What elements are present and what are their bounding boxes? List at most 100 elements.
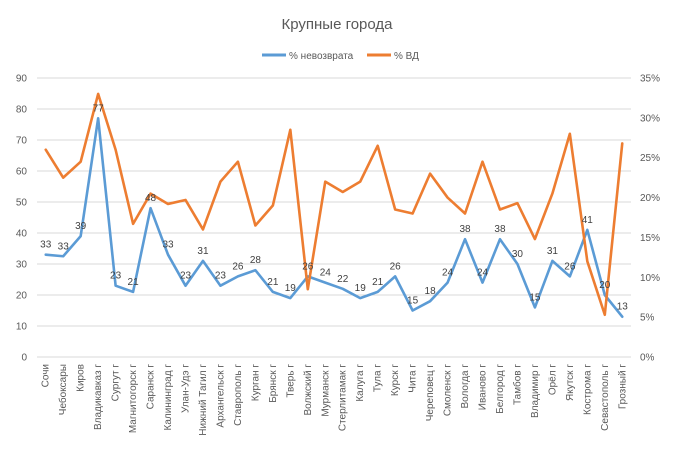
data-label: 23 — [110, 271, 122, 282]
y-left-tick-label: 0 — [21, 353, 27, 364]
data-label: 33 — [162, 240, 174, 251]
data-label: 18 — [425, 286, 437, 297]
x-tick-label: Владимир г — [530, 364, 541, 418]
legend-label-series-1: % невозврата — [289, 51, 354, 62]
x-axis: Сочи Чебоксары Киров Владикавказ г Сургут г М… — [41, 364, 629, 436]
x-tick-label: Сочи — [41, 364, 52, 387]
x-tick-label: Тула г — [373, 364, 384, 393]
chart-title: Крупные города — [281, 16, 393, 33]
x-tick-label: Саранск г — [146, 364, 157, 410]
x-tick-label: Калининград г — [163, 364, 174, 431]
data-label: 33 — [58, 241, 70, 252]
x-tick-label: Смоленск г — [443, 364, 454, 417]
y-right-tick-label: 15% — [640, 233, 660, 244]
data-label: 19 — [285, 283, 297, 294]
y-left-tick-label: 90 — [16, 74, 28, 85]
x-tick-label: Волжский г — [303, 364, 314, 416]
x-tick-label: Тверь г — [285, 364, 296, 398]
y-left-tick-label: 30 — [16, 260, 28, 271]
x-tick-label: Череповец г — [425, 364, 436, 422]
y-axis-left: 0 10 20 30 40 50 60 70 80 90 — [16, 74, 28, 364]
y-left-tick-label: 60 — [16, 167, 28, 178]
data-label: 21 — [372, 277, 384, 288]
y-right-tick-label: 10% — [640, 273, 660, 284]
data-label: 15 — [529, 292, 541, 303]
x-tick-label: Владикавказ г — [93, 364, 104, 430]
series-line-2 — [44, 92, 624, 317]
data-label: 39 — [75, 221, 87, 232]
x-tick-label: Тамбов г — [511, 364, 523, 405]
gridlines — [37, 77, 631, 358]
x-tick-label: Курск г — [390, 364, 401, 396]
data-label: 33 — [40, 240, 52, 251]
y-left-tick-label: 70 — [16, 136, 28, 147]
x-tick-label: Курган г — [250, 364, 261, 402]
x-tick-label: Сургут г — [111, 364, 122, 402]
data-label: 23 — [215, 271, 227, 282]
data-label: 26 — [232, 261, 244, 272]
data-label: 21 — [267, 277, 279, 288]
data-label: 41 — [582, 215, 594, 226]
x-tick-label: Чебоксары — [57, 364, 69, 415]
data-label: 24 — [320, 268, 332, 279]
x-tick-label: Севастополь г — [600, 364, 611, 431]
data-label: 22 — [337, 274, 349, 285]
x-tick-label: Ставрополь г — [233, 364, 244, 426]
data-label: 31 — [547, 246, 559, 257]
x-tick-label: Якутск г — [565, 364, 576, 401]
x-tick-label: Улан-Удэ г — [181, 364, 192, 413]
data-label: 28 — [250, 255, 262, 266]
x-tick-label: Архангельск г — [215, 364, 226, 428]
x-tick-label: Грозный г — [617, 364, 628, 410]
data-labels: 33 33 39 77 23 21 48 33 23 31 23 26 28 21 19 26 24 22 19 21… — [40, 103, 628, 312]
x-tick-label: Белгород г — [495, 364, 506, 414]
legend: % невозврата % ВД — [262, 51, 419, 62]
y-left-tick-label: 80 — [16, 105, 28, 116]
x-tick-label: Вологда г — [460, 364, 471, 409]
y-left-tick-label: 40 — [16, 229, 28, 240]
x-tick-label: Нижний Тагил г — [198, 364, 209, 436]
data-label: 31 — [197, 246, 209, 257]
data-label: 13 — [617, 302, 629, 313]
y-left-tick-label: 20 — [16, 291, 28, 302]
data-label: 19 — [355, 283, 367, 294]
x-tick-label: Брянск г — [268, 364, 279, 403]
data-label: 38 — [459, 224, 471, 235]
data-label: 30 — [512, 249, 524, 260]
x-tick-label: Мурманск г — [320, 364, 331, 417]
data-label: 15 — [407, 296, 419, 307]
y-left-tick-label: 10 — [16, 322, 28, 333]
x-tick-label: Стерлитамак г — [338, 364, 349, 432]
data-label: 20 — [599, 280, 611, 291]
x-tick-label: Орёл г — [547, 364, 558, 396]
x-tick-label: Магнитогорск г — [128, 364, 139, 433]
data-label: 24 — [442, 268, 454, 279]
data-label: 26 — [390, 261, 402, 272]
data-label: 26 — [564, 261, 576, 272]
series-layer — [44, 92, 624, 319]
y-right-tick-label: 35% — [640, 74, 660, 85]
legend-label-series-2: % ВД — [394, 51, 419, 62]
data-label: 21 — [128, 277, 140, 288]
x-tick-label: Иваново г — [478, 364, 489, 411]
x-tick-label: Кострома г — [582, 364, 593, 415]
y-right-tick-label: 20% — [640, 193, 660, 204]
y-right-tick-label: 5% — [640, 313, 655, 324]
y-left-tick-label: 50 — [16, 198, 28, 209]
x-tick-label: Киров — [76, 364, 87, 392]
data-label: 77 — [93, 103, 105, 114]
data-label: 48 — [145, 193, 157, 204]
y-right-tick-label: 30% — [640, 113, 660, 124]
data-label: 24 — [477, 268, 489, 279]
data-label: 23 — [180, 271, 192, 282]
y-right-tick-label: 25% — [640, 153, 660, 164]
data-label: 38 — [494, 224, 506, 235]
y-axis-right: 0% 5% 10% 15% 20% 25% 30% 35% — [640, 74, 660, 364]
series-line-1 — [44, 117, 624, 319]
data-label: 26 — [302, 261, 314, 272]
y-right-tick-label: 0% — [640, 353, 655, 364]
x-tick-label: Калуга г — [355, 364, 366, 402]
